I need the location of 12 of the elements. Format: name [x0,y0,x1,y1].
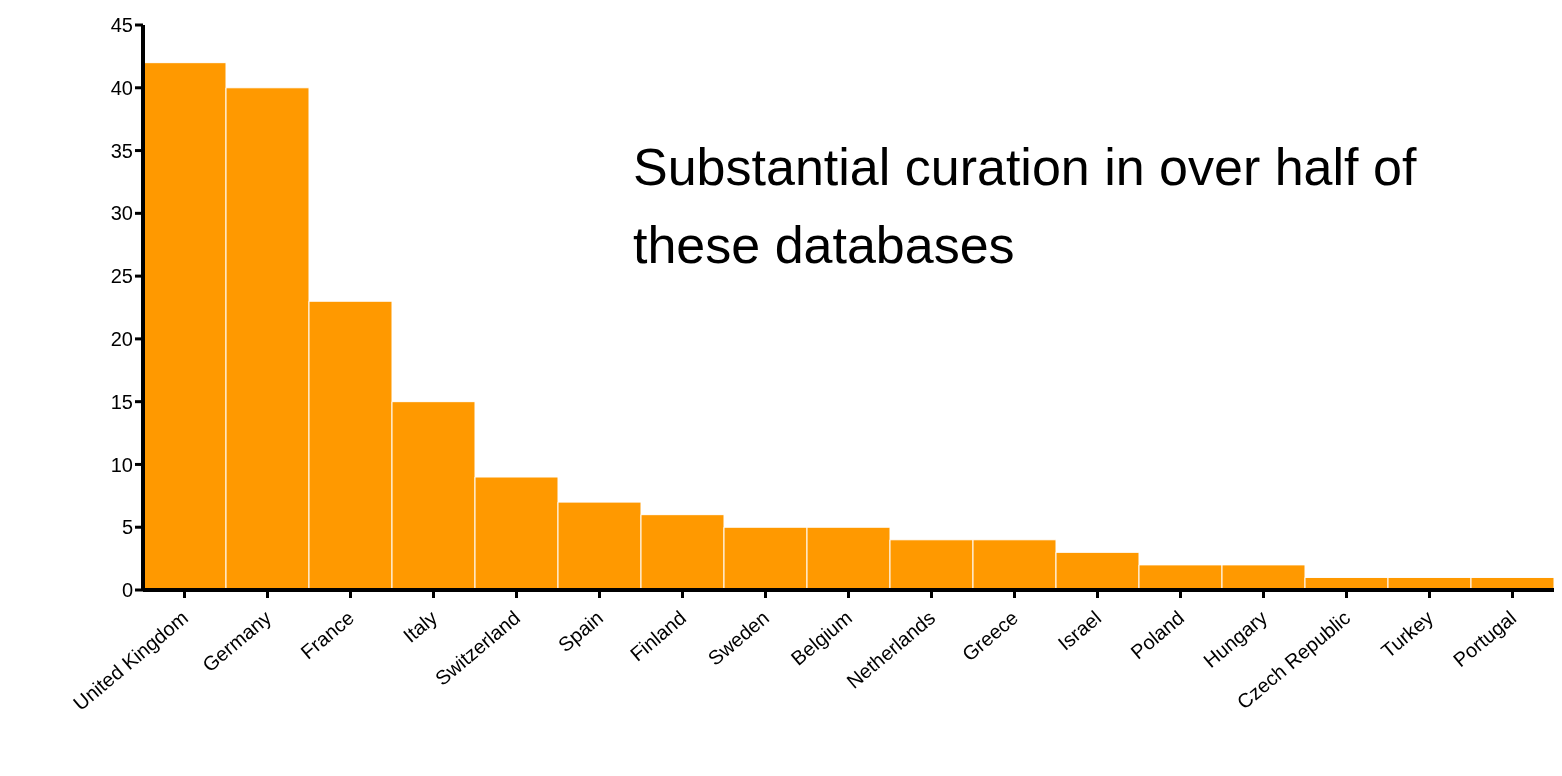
y-tick-label: 35 [110,139,133,162]
y-tick-label: 25 [110,265,133,288]
y-tick-label: 15 [110,390,133,413]
x-tick-label: Italy [398,606,442,647]
y-tick-label: 30 [110,202,133,225]
y-tick-label: 10 [110,453,133,476]
y-tick-label: 20 [110,327,133,350]
annotation: Substantial curation in over half of these databases [633,137,1418,276]
y-tick-label: 40 [110,76,133,99]
y-tick-label: 0 [121,579,133,602]
y-tick-label: 45 [110,14,133,37]
y-tick-label: 5 [121,516,133,539]
